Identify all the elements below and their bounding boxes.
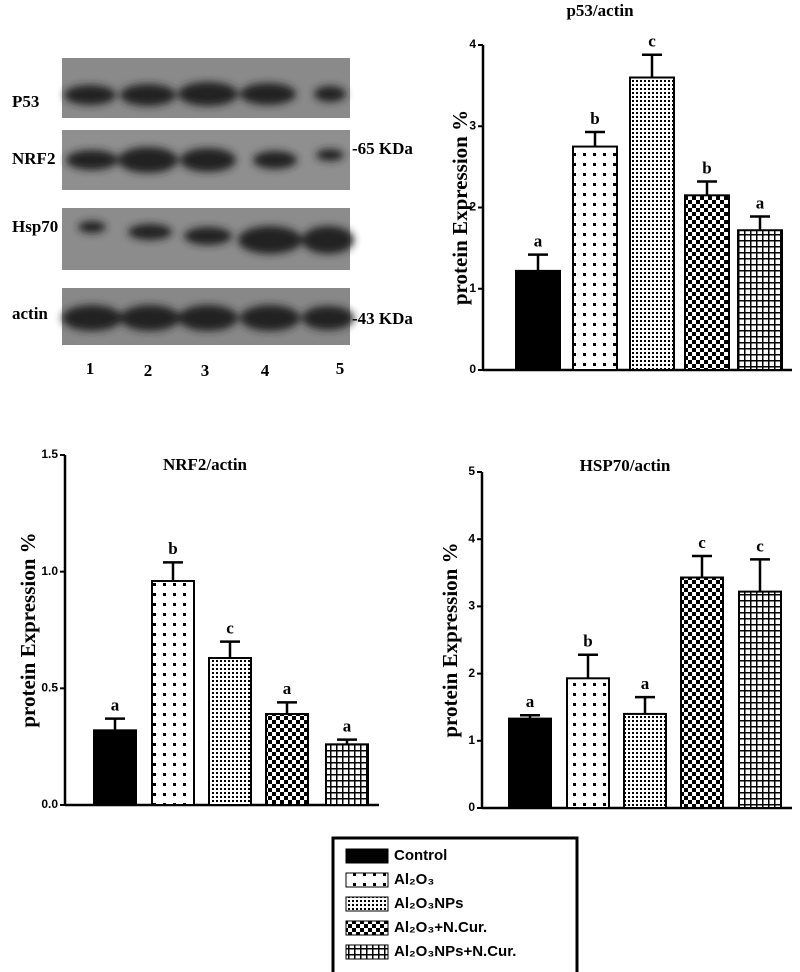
legend-swatch <box>345 944 389 960</box>
y-tick-label: 1 <box>468 733 475 747</box>
bar <box>623 712 667 809</box>
bar <box>572 145 618 371</box>
significance-label: a <box>756 193 765 212</box>
y-tick-label: 5 <box>468 464 475 478</box>
legend-label: Control <box>394 847 447 864</box>
bar <box>566 677 610 810</box>
row-label: Hsp70 <box>12 217 58 236</box>
row-label: NRF2 <box>12 149 55 168</box>
significance-label: b <box>590 109 599 128</box>
marker-label: -65 KDa <box>352 139 413 158</box>
significance-label: c <box>648 32 656 51</box>
legend-label: Al₂O₃NPs+N.Cur. <box>394 943 516 960</box>
legend-label: Al₂O₃ <box>394 871 434 888</box>
significance-label: a <box>534 232 543 251</box>
significance-label: c <box>698 533 706 552</box>
bar <box>208 657 252 806</box>
y-tick-label: 1 <box>469 281 476 295</box>
bar <box>508 717 552 810</box>
bar <box>325 743 369 806</box>
row-label: P53 <box>12 92 39 111</box>
significance-label: a <box>111 696 120 715</box>
significance-label: b <box>583 632 592 651</box>
lane-label: 1 <box>86 359 95 378</box>
bar <box>629 76 675 371</box>
y-tick-label: 0.0 <box>41 797 58 811</box>
chart-title: p53/actin <box>566 1 634 20</box>
bar <box>680 576 724 810</box>
y-tick-label: 4 <box>469 37 476 51</box>
legend-swatch <box>345 848 389 864</box>
chart-title: HSP70/actin <box>580 456 671 475</box>
lane-label: 2 <box>144 361 153 380</box>
western-blot: P53 NRF2 Hsp70 actin -65 KDa -43 KDa 1 2… <box>12 58 413 380</box>
bar <box>93 729 137 806</box>
y-tick-label: 0.5 <box>41 681 58 695</box>
legend-label: Al₂O₃+N.Cur. <box>394 919 487 936</box>
y-tick-label: 3 <box>469 118 476 132</box>
significance-label: a <box>343 717 352 736</box>
lane-label: 5 <box>336 359 345 378</box>
marker-label: -43 KDa <box>352 309 413 328</box>
legend: Control Al₂O₃ Al₂O₃NPs Al₂O₃+N.Cur. Al₂O… <box>331 836 579 972</box>
y-tick-label: 4 <box>468 531 475 545</box>
y-axis-label: protein Expression % <box>16 532 40 727</box>
y-tick-label: 2 <box>469 200 476 214</box>
lane-label: 3 <box>201 361 210 380</box>
legend-swatch <box>345 920 389 936</box>
bar <box>684 194 730 371</box>
y-axis-label: protein Expression % <box>448 110 472 305</box>
bar <box>515 269 561 371</box>
bar <box>737 229 783 371</box>
bar <box>265 713 309 806</box>
y-tick-label: 1.5 <box>41 447 58 461</box>
legend-swatch <box>345 872 389 888</box>
y-tick-label: 3 <box>468 599 475 613</box>
y-tick-label: 0 <box>468 800 475 814</box>
significance-label: a <box>283 679 292 698</box>
chart-title: NRF2/actin <box>163 455 248 474</box>
significance-label: b <box>702 158 711 177</box>
lane-label: 4 <box>261 361 270 380</box>
significance-label: c <box>756 536 764 555</box>
significance-label: c <box>226 619 234 638</box>
y-tick-label: 0 <box>469 362 476 376</box>
bar <box>151 580 195 806</box>
y-tick-label: 2 <box>468 666 475 680</box>
significance-label: b <box>168 539 177 558</box>
significance-label: a <box>526 692 535 711</box>
y-axis-label: protein Expression % <box>438 542 462 737</box>
bar <box>738 590 782 810</box>
legend-swatch <box>345 896 389 912</box>
legend-label: Al₂O₃NPs <box>394 895 463 912</box>
y-tick-label: 1.0 <box>41 564 58 578</box>
significance-label: a <box>641 674 650 693</box>
row-label: actin <box>12 304 48 323</box>
